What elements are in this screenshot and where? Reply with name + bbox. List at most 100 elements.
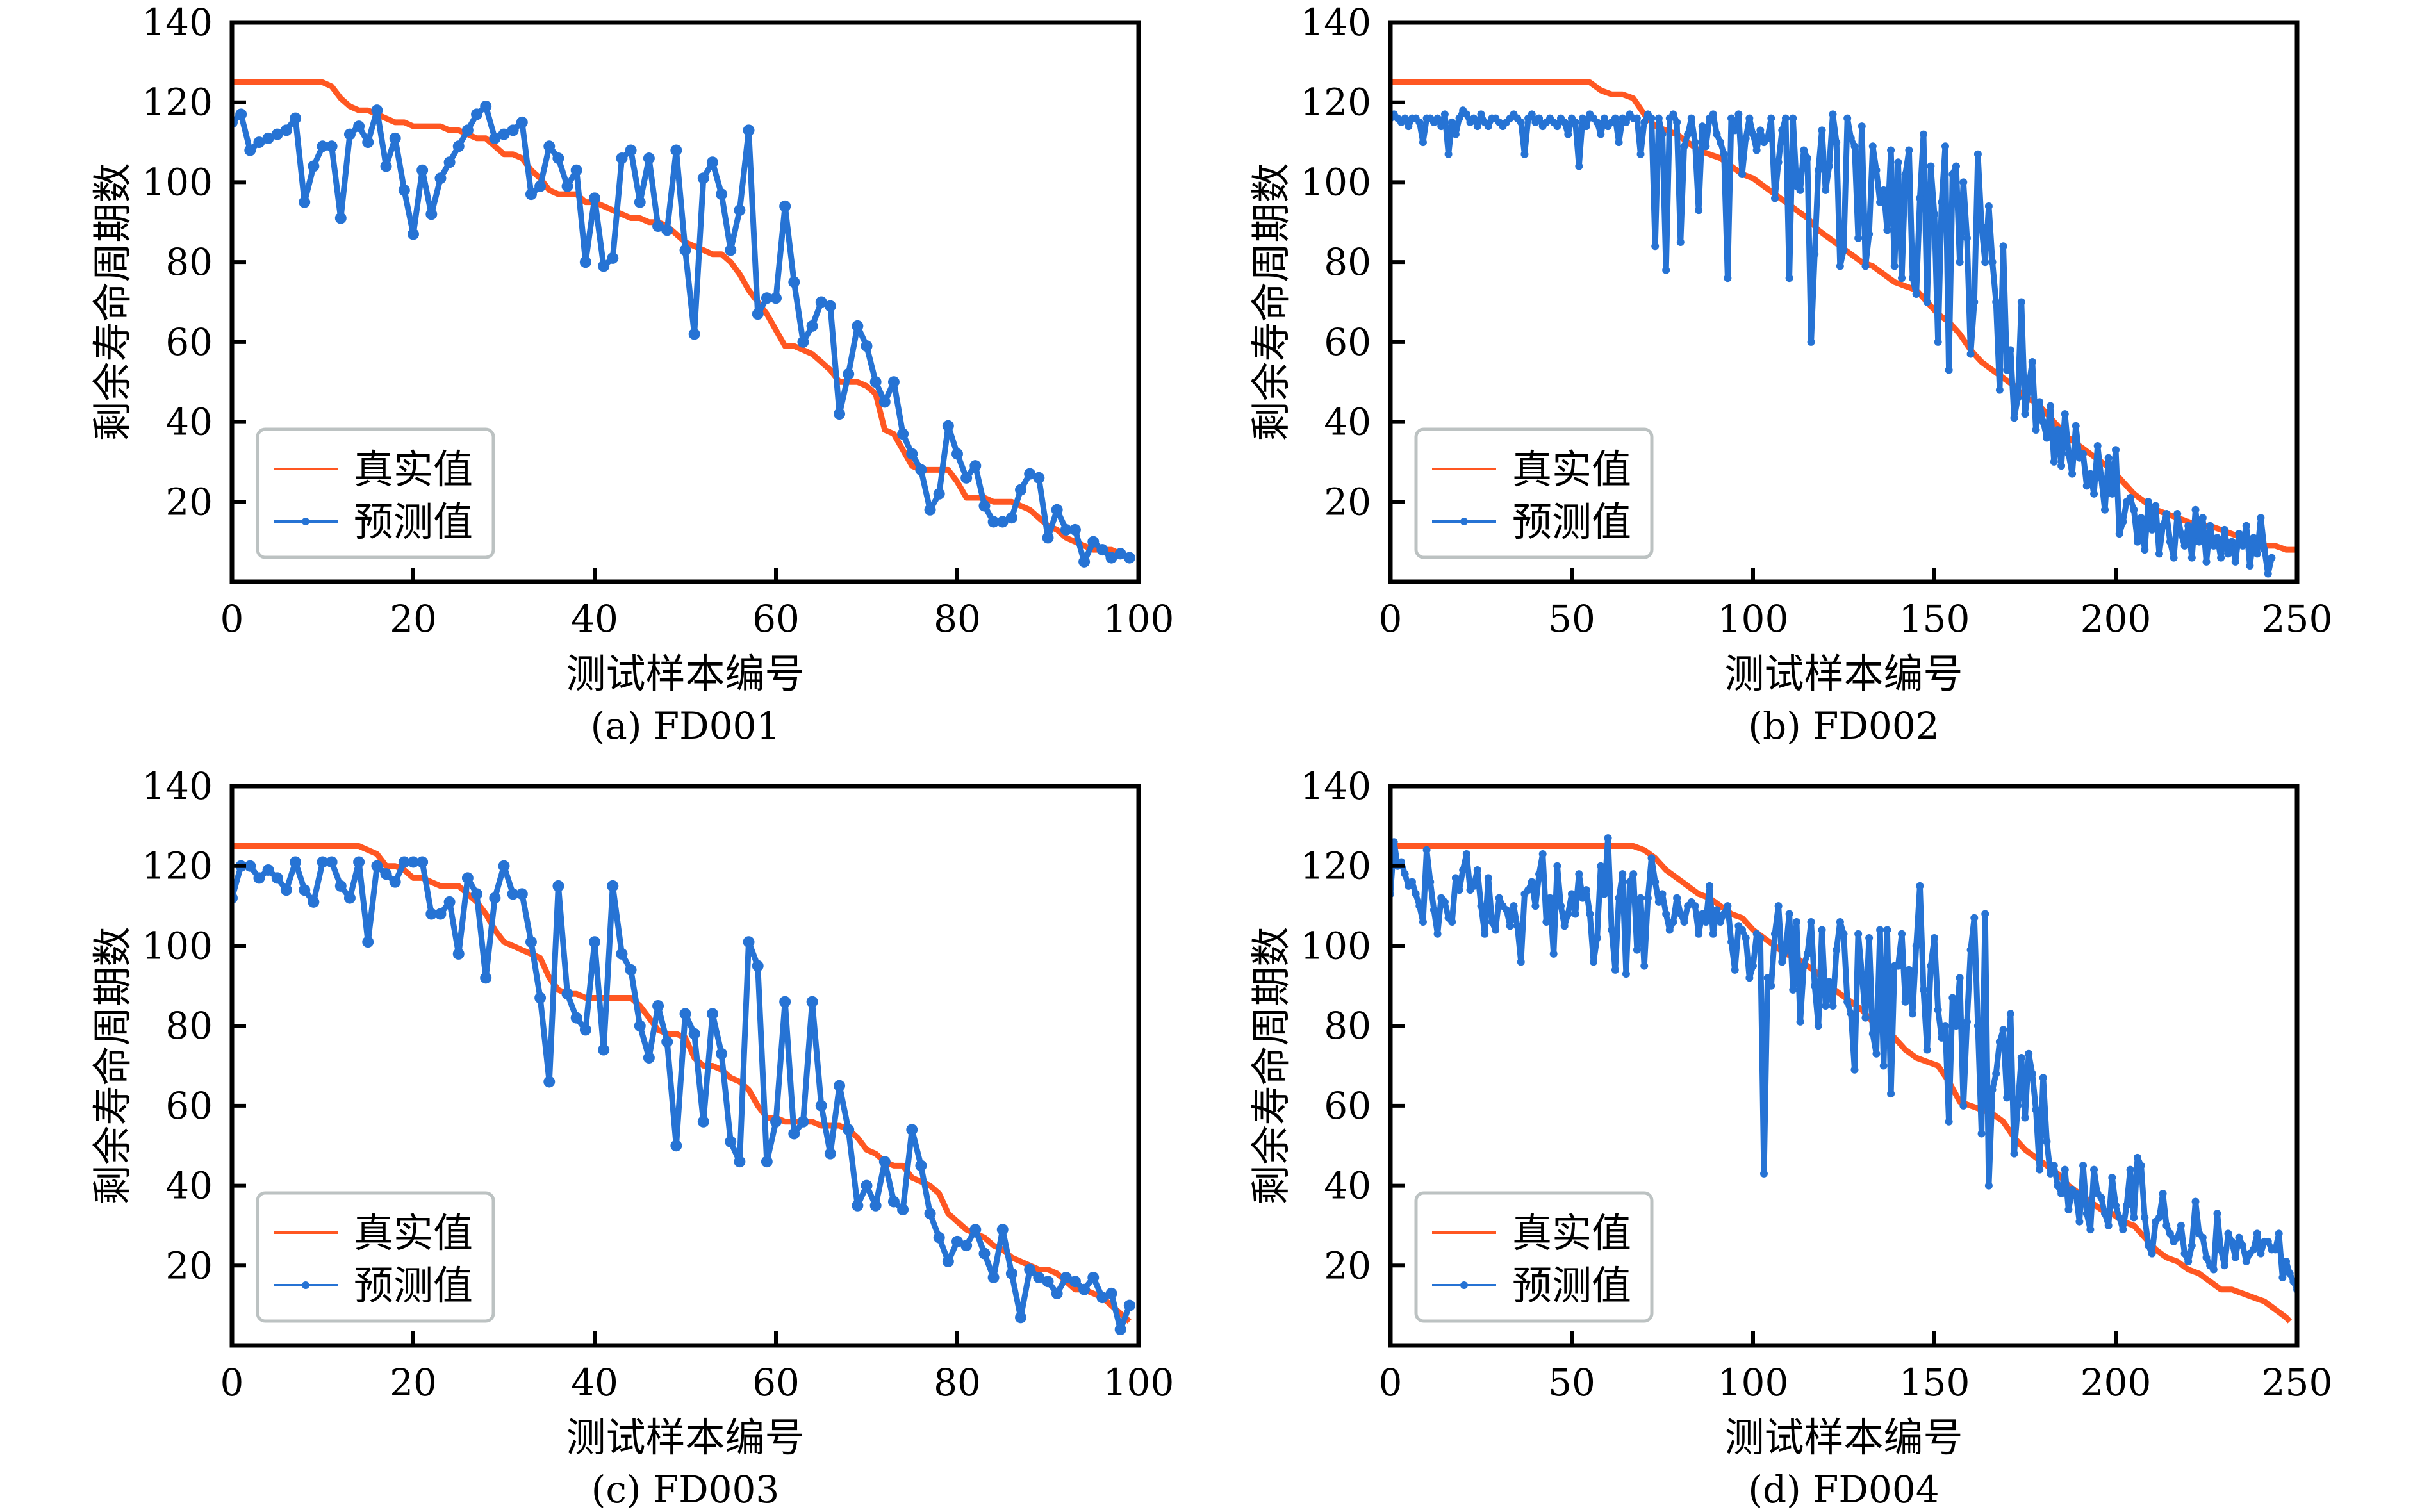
predicted-point (1564, 910, 1572, 918)
predicted-point (1825, 978, 1833, 986)
predicted-point (1640, 962, 1649, 970)
predicted-point (480, 100, 492, 112)
predicted-point (1535, 114, 1544, 122)
predicted-point (498, 860, 510, 872)
predicted-point (2014, 394, 2022, 402)
predicted-point (869, 376, 882, 388)
predicted-point (1883, 226, 1891, 234)
predicted-point (688, 328, 700, 340)
predicted-point (2141, 546, 2149, 554)
predicted-point (716, 188, 728, 201)
predicted-point (1850, 1065, 1859, 1074)
predicted-point (1966, 350, 1975, 358)
plot-area (232, 79, 1135, 568)
predicted-point (1792, 918, 1800, 926)
predicted-point (1709, 110, 1717, 119)
predicted-point (1945, 366, 1953, 374)
predicted-point (1608, 926, 1616, 934)
predicted-point (1847, 134, 1855, 142)
predicted-point (834, 1080, 846, 1092)
predicted-point (2119, 518, 2127, 526)
predicted-point (2242, 522, 2250, 530)
predicted-point (1060, 523, 1072, 536)
predicted-point (2253, 1229, 2261, 1238)
predicted-point (1033, 472, 1045, 484)
predicted-point (434, 172, 447, 185)
predicted-point (1847, 1010, 1855, 1018)
predicted-point (2155, 1213, 2163, 1222)
predicted-point (425, 908, 438, 920)
predicted-point (1593, 118, 1601, 126)
predicted-point (2198, 1233, 2207, 1242)
predicted-point (1658, 130, 1667, 138)
predicted-point (643, 152, 655, 165)
predicted-point (2079, 450, 2088, 458)
predicted-point (1473, 866, 1481, 874)
predicted-point (1622, 970, 1630, 978)
predicted-point (1988, 1085, 1997, 1094)
predicted-point (2075, 1217, 2084, 1226)
predicted-point (906, 448, 918, 460)
predicted-point (1636, 894, 1645, 902)
predicted-point (1840, 930, 1848, 938)
predicted-point (1651, 878, 1660, 886)
predicted-point (987, 516, 1000, 528)
predicted-point (1481, 930, 1489, 938)
predicted-point (1868, 142, 1877, 151)
predicted-point (1557, 902, 1565, 910)
predicted-point (1517, 958, 1525, 966)
predicted-point (661, 224, 673, 236)
predicted-point (334, 880, 347, 892)
predicted-point (1582, 122, 1590, 131)
predicted-point (843, 1124, 855, 1136)
predicted-point (552, 880, 564, 892)
predicted-point (1984, 202, 1993, 210)
predicted-point (788, 1128, 800, 1140)
predicted-point (1051, 1287, 1063, 1299)
predicted-point (1531, 902, 1540, 910)
predicted-point (2180, 1249, 2189, 1258)
predicted-point (752, 308, 764, 320)
predicted-point (1553, 862, 1561, 870)
predicted-point (1854, 234, 1863, 242)
predicted-point (507, 124, 519, 136)
predicted-point (1611, 966, 1619, 974)
predicted-point (1803, 949, 1811, 958)
predicted-point (1763, 974, 1772, 982)
predicted-point (2275, 1229, 2283, 1238)
y-tick-label: 40 (1324, 400, 1371, 444)
predicted-point (1520, 150, 1529, 158)
predicted-point (752, 960, 764, 972)
panel-caption: (a) FD001 (591, 704, 780, 748)
predicted-point (1963, 234, 1971, 242)
predicted-point (1568, 890, 1576, 898)
predicted-point (1654, 114, 1663, 122)
predicted-point (2064, 450, 2073, 458)
predicted-point (325, 140, 338, 152)
panel-caption: (d) FD004 (1748, 1468, 1939, 1511)
predicted-point (2195, 538, 2204, 546)
predicted-point (2115, 1213, 2123, 1222)
predicted-point (290, 112, 302, 124)
predicted-point (1684, 130, 1692, 138)
predicted-point (1060, 1271, 1072, 1283)
y-tick-label: 60 (165, 320, 213, 364)
predicted-point (2010, 1149, 2018, 1158)
predicted-point (1778, 958, 1786, 966)
predicted-point (1680, 918, 1688, 926)
predicted-point (570, 1012, 582, 1024)
predicted-point (1015, 1311, 1027, 1324)
predicted-point (2050, 457, 2058, 466)
predicted-point (2025, 1049, 2033, 1058)
predicted-point (290, 856, 302, 868)
predicted-point (933, 488, 945, 500)
predicted-point (525, 188, 537, 201)
x-tick-label: 60 (752, 1361, 800, 1404)
predicted-point (1840, 246, 1848, 254)
predicted-point (2082, 1210, 2091, 1218)
predicted-point (2036, 1165, 2044, 1174)
predicted-point (1669, 110, 1677, 119)
predicted-point (589, 936, 600, 948)
predicted-point (1647, 114, 1656, 122)
